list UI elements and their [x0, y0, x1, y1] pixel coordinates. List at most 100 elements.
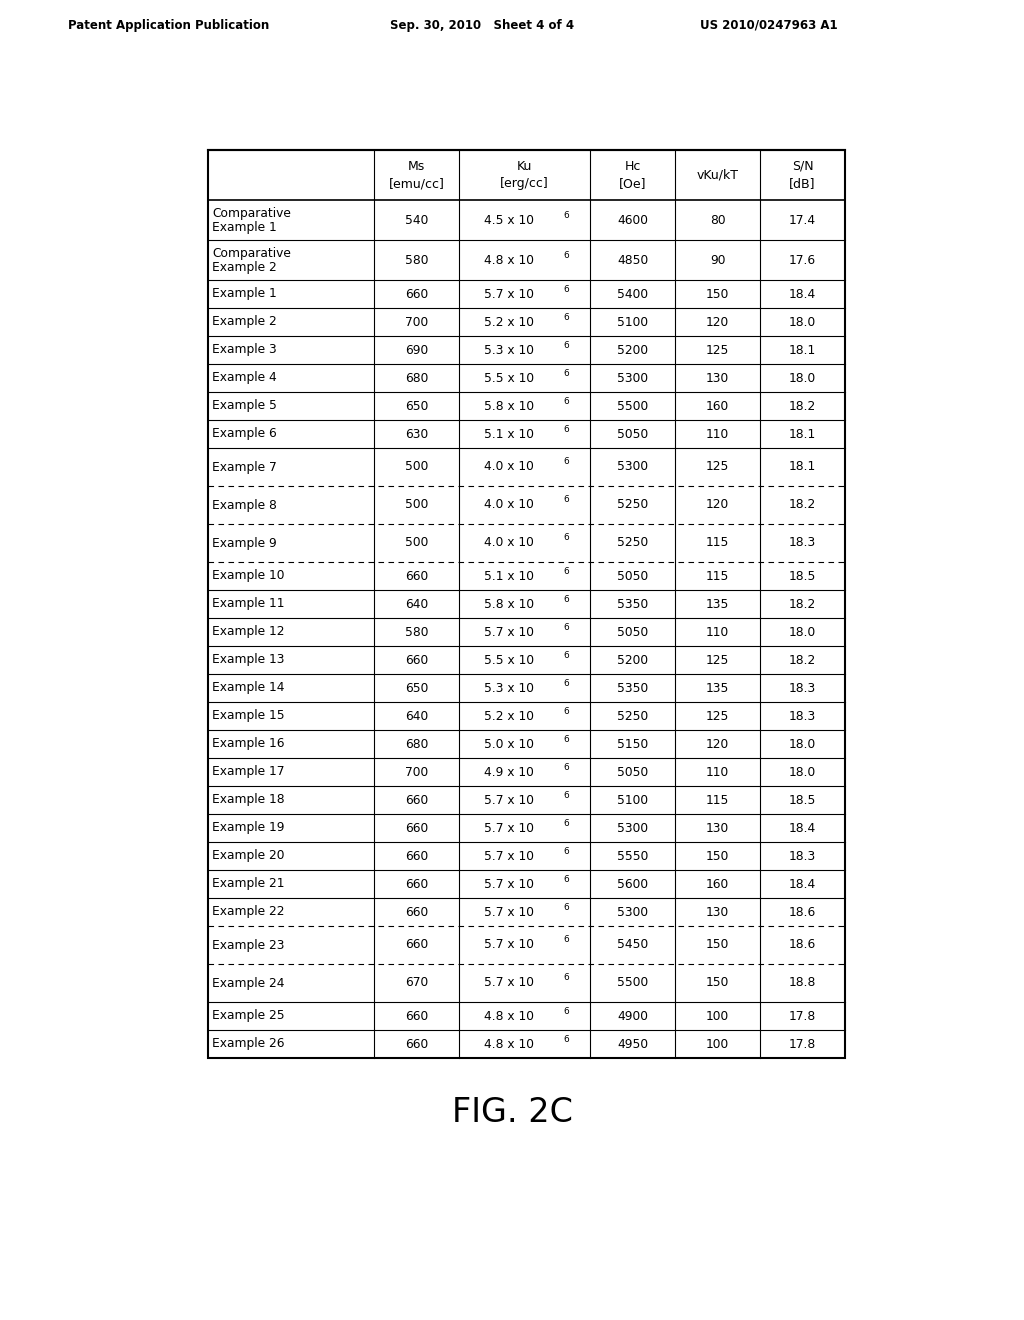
- Text: 6: 6: [564, 425, 569, 433]
- Text: 160: 160: [706, 878, 729, 891]
- Text: vKu/kT: vKu/kT: [696, 169, 738, 181]
- Text: Example 14: Example 14: [212, 681, 285, 694]
- Text: 6: 6: [564, 791, 569, 800]
- Text: 6: 6: [564, 903, 569, 912]
- Text: 18.6: 18.6: [788, 939, 816, 952]
- Text: 5.7 x 10: 5.7 x 10: [484, 977, 535, 990]
- Text: 4.9 x 10: 4.9 x 10: [484, 766, 534, 779]
- Text: 680: 680: [406, 738, 428, 751]
- Text: Hc: Hc: [625, 160, 641, 173]
- Text: Ms: Ms: [409, 160, 425, 173]
- Text: 5300: 5300: [617, 906, 648, 919]
- Text: 660: 660: [406, 906, 428, 919]
- Text: 680: 680: [406, 371, 428, 384]
- Text: 6: 6: [564, 623, 569, 631]
- Text: 5.3 x 10: 5.3 x 10: [484, 343, 535, 356]
- Text: 130: 130: [706, 821, 729, 834]
- Text: Example 12: Example 12: [212, 626, 285, 639]
- Text: Example 23: Example 23: [212, 939, 285, 952]
- Text: 5.8 x 10: 5.8 x 10: [484, 400, 535, 412]
- Text: 18.4: 18.4: [788, 288, 816, 301]
- Text: 5200: 5200: [617, 343, 648, 356]
- Text: 18.0: 18.0: [788, 738, 816, 751]
- Text: 4.0 x 10: 4.0 x 10: [484, 461, 534, 474]
- Text: 135: 135: [706, 598, 729, 610]
- Text: 6: 6: [564, 818, 569, 828]
- Text: 5.2 x 10: 5.2 x 10: [484, 315, 535, 329]
- Text: 500: 500: [406, 499, 428, 511]
- Text: 6: 6: [564, 495, 569, 504]
- Text: 5250: 5250: [617, 499, 648, 511]
- Text: 5350: 5350: [617, 598, 648, 610]
- Text: 6: 6: [564, 706, 569, 715]
- Text: 125: 125: [706, 653, 729, 667]
- Text: 125: 125: [706, 461, 729, 474]
- Text: 120: 120: [706, 315, 729, 329]
- Text: 5300: 5300: [617, 371, 648, 384]
- Text: 17.6: 17.6: [788, 253, 816, 267]
- Text: 18.0: 18.0: [788, 371, 816, 384]
- Text: 580: 580: [406, 626, 429, 639]
- Text: Example 3: Example 3: [212, 343, 276, 356]
- Text: 18.4: 18.4: [788, 821, 816, 834]
- Text: 18.3: 18.3: [788, 681, 816, 694]
- Text: 4600: 4600: [617, 214, 648, 227]
- Text: 6: 6: [564, 651, 569, 660]
- Text: 6: 6: [564, 285, 569, 293]
- Text: 100: 100: [706, 1010, 729, 1023]
- Text: 660: 660: [406, 1010, 428, 1023]
- Text: 660: 660: [406, 653, 428, 667]
- Text: 5100: 5100: [617, 793, 648, 807]
- Text: 5.0 x 10: 5.0 x 10: [484, 738, 535, 751]
- Text: 5050: 5050: [617, 766, 648, 779]
- Text: 18.1: 18.1: [788, 461, 816, 474]
- Text: Example 25: Example 25: [212, 1010, 285, 1023]
- Text: 6: 6: [564, 313, 569, 322]
- Text: 125: 125: [706, 710, 729, 722]
- Text: 5050: 5050: [617, 626, 648, 639]
- Text: 6: 6: [564, 678, 569, 688]
- Text: 6: 6: [564, 251, 569, 260]
- Text: 5.3 x 10: 5.3 x 10: [484, 681, 535, 694]
- Text: 660: 660: [406, 569, 428, 582]
- Text: 110: 110: [706, 626, 729, 639]
- Text: 18.8: 18.8: [788, 977, 816, 990]
- Text: 6: 6: [564, 974, 569, 982]
- Text: Example 15: Example 15: [212, 710, 285, 722]
- Text: 4.8 x 10: 4.8 x 10: [484, 253, 535, 267]
- Text: 4850: 4850: [617, 253, 648, 267]
- Text: 18.2: 18.2: [788, 400, 816, 412]
- Text: 6: 6: [564, 368, 569, 378]
- Text: 5.7 x 10: 5.7 x 10: [484, 906, 535, 919]
- Text: 130: 130: [706, 906, 729, 919]
- Text: 5.7 x 10: 5.7 x 10: [484, 288, 535, 301]
- Text: 5250: 5250: [617, 536, 648, 549]
- Text: 540: 540: [406, 214, 428, 227]
- Text: 5150: 5150: [617, 738, 648, 751]
- Text: Example 20: Example 20: [212, 850, 285, 862]
- Text: 500: 500: [406, 461, 428, 474]
- Text: 660: 660: [406, 878, 428, 891]
- Text: US 2010/0247963 A1: US 2010/0247963 A1: [700, 18, 838, 32]
- Text: 115: 115: [706, 793, 729, 807]
- Text: 6: 6: [564, 1035, 569, 1044]
- Text: 6: 6: [564, 533, 569, 543]
- Text: 6: 6: [564, 874, 569, 883]
- Text: 120: 120: [706, 738, 729, 751]
- Text: 115: 115: [706, 536, 729, 549]
- Text: 18.1: 18.1: [788, 428, 816, 441]
- Text: 670: 670: [406, 977, 428, 990]
- Text: 4950: 4950: [617, 1038, 648, 1051]
- Text: 4.0 x 10: 4.0 x 10: [484, 499, 534, 511]
- Text: 80: 80: [710, 214, 725, 227]
- Text: 18.2: 18.2: [788, 598, 816, 610]
- Text: 5.2 x 10: 5.2 x 10: [484, 710, 535, 722]
- Text: FIG. 2C: FIG. 2C: [452, 1097, 572, 1130]
- Text: 660: 660: [406, 793, 428, 807]
- Text: Sep. 30, 2010   Sheet 4 of 4: Sep. 30, 2010 Sheet 4 of 4: [390, 18, 574, 32]
- Text: 6: 6: [564, 341, 569, 350]
- Text: 4.5 x 10: 4.5 x 10: [484, 214, 535, 227]
- Text: 5450: 5450: [617, 939, 648, 952]
- Text: 17.8: 17.8: [788, 1038, 816, 1051]
- Text: 5.7 x 10: 5.7 x 10: [484, 878, 535, 891]
